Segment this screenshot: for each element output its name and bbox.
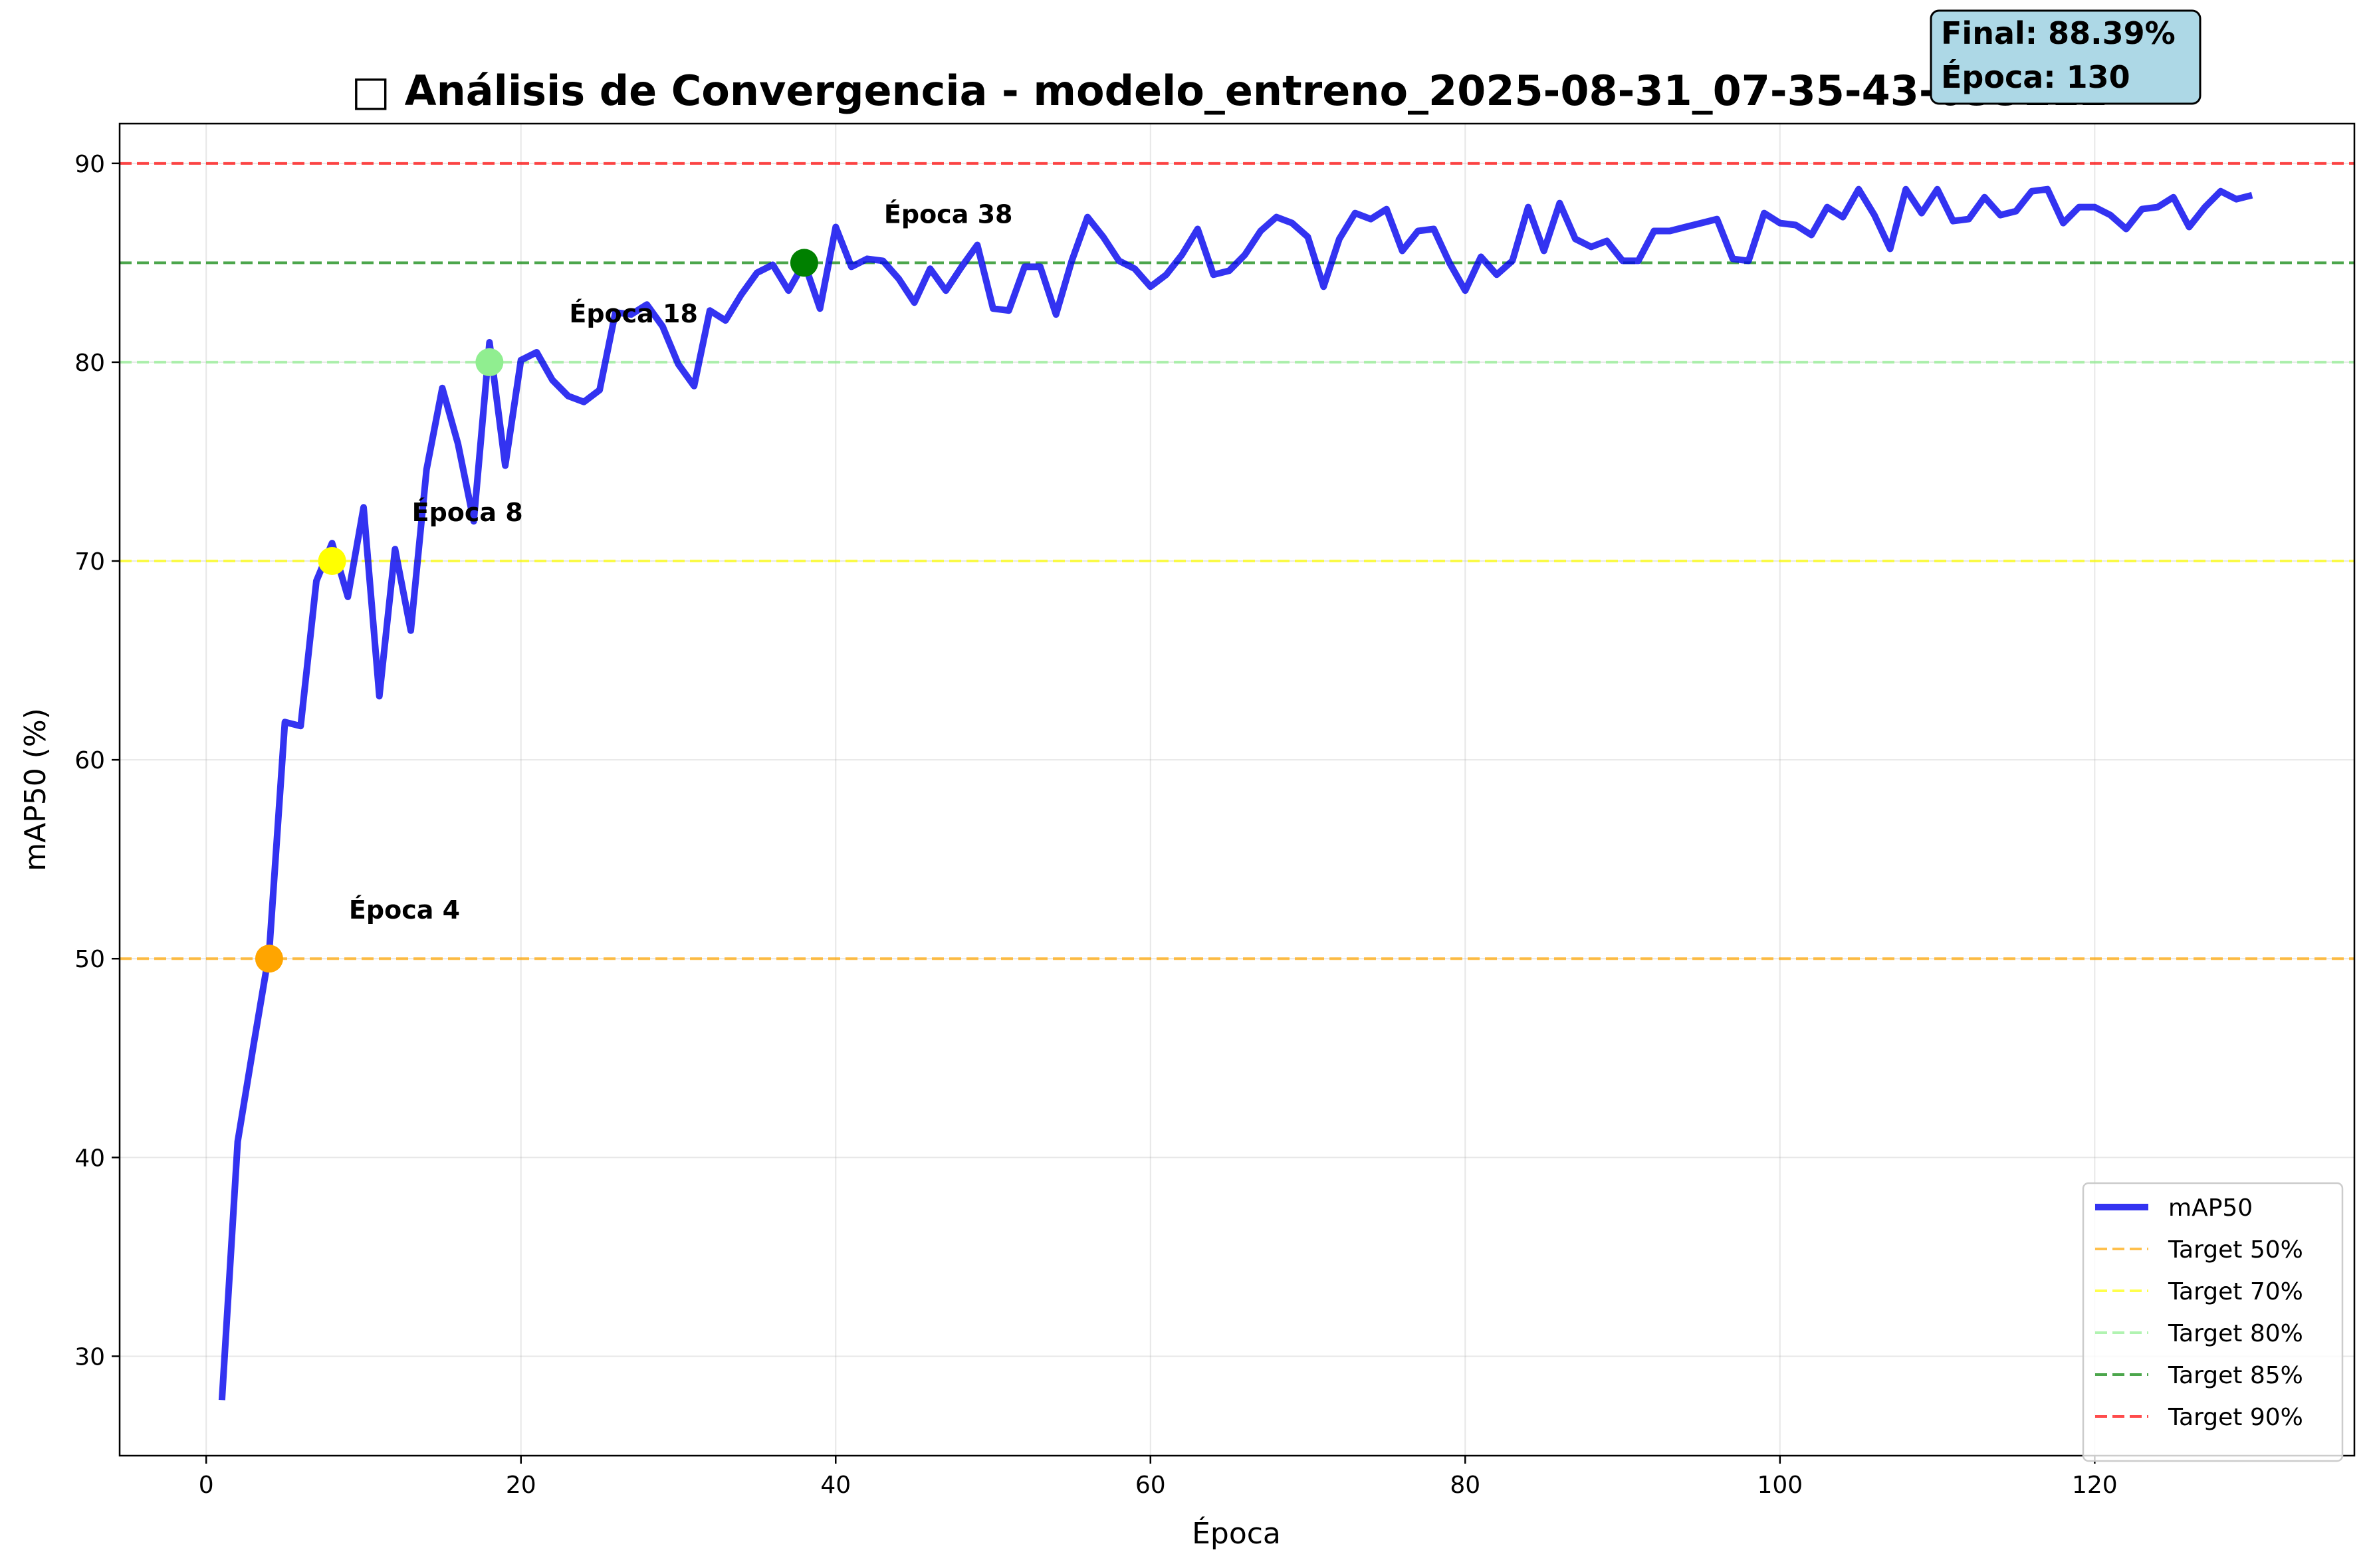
final-value-box: Final: 88.39% Época: 130 [1930,9,2201,105]
milestone-marker [790,249,818,277]
series-lines [218,185,2253,1400]
milestone-marker [318,547,346,576]
legend-label: Target 50% [2168,1236,2303,1264]
legend-label: mAP50 [2168,1194,2253,1222]
milestone-label: Época 4 [349,895,460,925]
y-tick-label: 50 [74,946,105,973]
milestone-label: Época 38 [884,199,1013,229]
y-axis-label: mAP50 (%) [19,708,53,871]
y-tick-label: 70 [74,548,105,576]
y-tick-label: 90 [74,151,105,178]
legend-box [2082,1182,2344,1462]
x-tick-label: 120 [2072,1472,2118,1499]
axis-ticks: 0 20 40 60 80 100 120 30 40 50 60 70 80 90 [74,151,2118,1499]
x-tick-label: 20 [506,1472,536,1499]
legend-label: Target 90% [2168,1404,2303,1431]
x-tick-label: 0 [199,1472,214,1499]
x-tick-label: 40 [820,1472,851,1499]
milestone-marker [475,348,504,376]
y-tick-label: 30 [74,1343,105,1371]
legend-label: Target 85% [2168,1362,2303,1389]
final-box-background [1930,9,2201,105]
x-tick-label: 100 [1757,1472,1803,1499]
milestone-label: Época 8 [412,498,523,527]
series-line-map50 [218,185,2253,1400]
y-tick-label: 40 [74,1145,105,1172]
y-tick-label: 60 [74,747,105,774]
y-tick-label: 80 [74,350,105,377]
x-axis-label: Época [1192,1515,1281,1551]
chart-title: □ Análisis de Convergencia - modelo_entr… [352,66,2108,115]
milestone-marker [255,945,283,973]
final-epoch-text: Época: 130 [1941,59,2130,95]
milestone-label: Época 18 [569,299,698,328]
legend: mAP50 Target 50% Target 70% Target 80% Targe… [2082,1182,2344,1462]
legend-label: Target 80% [2168,1320,2303,1347]
plot-frame [118,122,2356,1457]
final-value-text: Final: 88.39% [1941,15,2176,51]
x-tick-label: 60 [1135,1472,1166,1499]
milestone-markers: Época 4 Época 8 Época 18 Época 38 [255,199,1013,973]
legend-label: Target 70% [2168,1278,2303,1305]
x-tick-label: 80 [1450,1472,1480,1499]
